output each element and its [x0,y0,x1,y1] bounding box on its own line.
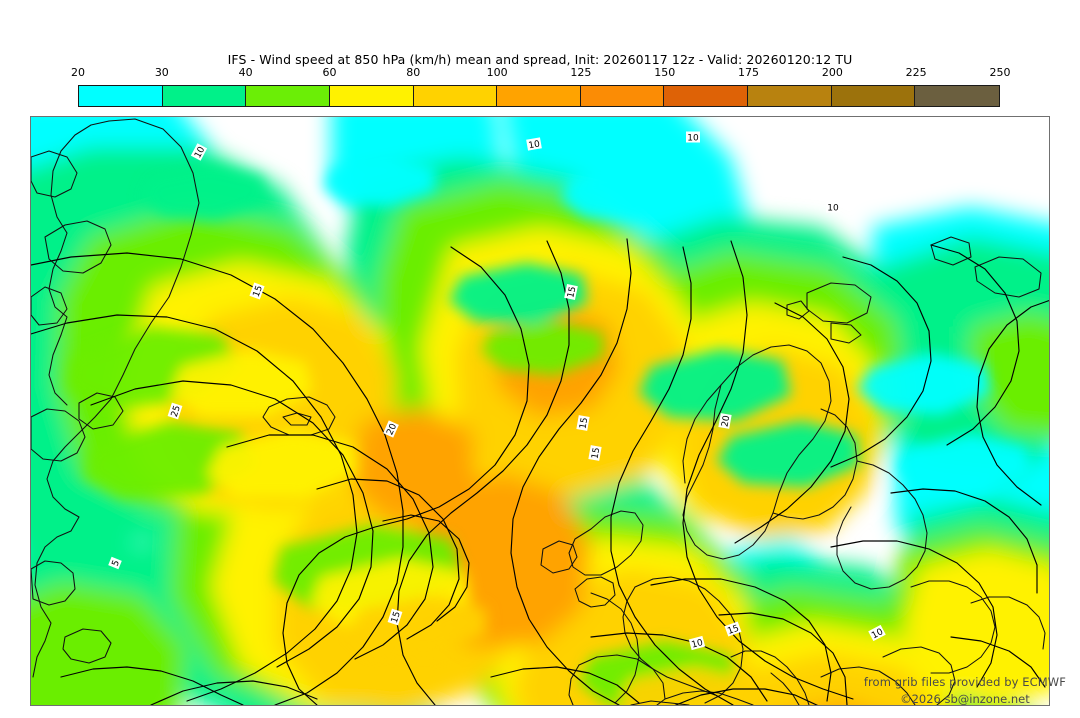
contour-label-bg [387,608,403,626]
contour-label: 15 [588,445,602,461]
contour-label-bg [564,284,578,300]
contour-label: 15 [249,282,265,300]
contour-label-text: 20 [720,414,732,427]
colorbar-segment-2 [246,86,330,106]
field-region-54 [353,407,479,523]
contour-label-bg [383,420,399,438]
colorbar-tick-20: 20 [71,66,85,79]
contour-label: 15 [576,415,590,431]
spread-contours [31,238,1049,705]
field-detail-9 [857,353,991,415]
contour-label-bg [190,143,208,161]
map-field-svg: 10 10 10 10 15 15 20 15 25 20 15 5 15 15 10 10 [31,117,1049,705]
colorbar-segment-9 [831,86,916,106]
contour-label-text: 15 [590,447,602,460]
colorbar-segment-7 [664,86,748,106]
colorbar-tick-175: 175 [738,66,760,79]
contour-label-bg [686,131,700,143]
contour-label: 25 [167,402,183,420]
contour-label-bg [249,282,265,300]
field-detail-15 [561,165,685,221]
contour-label-text: 10 [528,139,541,151]
colorbar-segment-8 [748,86,832,106]
contour-label-text: 15 [566,286,578,299]
colorbar-tick-40: 40 [238,66,253,79]
field-region-41 [903,549,1049,705]
contour-label-bg [826,201,840,213]
contour-label-bg [688,635,706,651]
field-detail-16 [323,155,435,207]
contour-label: 15 [564,284,578,300]
contour-label-text: 5 [111,559,122,568]
colorbar-segment-10 [915,86,999,106]
contour-label-bg [108,556,122,570]
colorbar-tick-80: 80 [406,66,421,79]
field-region-34 [971,312,1049,436]
contour-label-text: 25 [170,404,183,418]
contour-label-bg [167,402,183,420]
contour-label: 20 [383,420,399,438]
colorbar-segment-3 [329,86,414,106]
colorbar-segment-0 [79,86,163,106]
colorbar-strip [78,85,1000,107]
contour-label: 10 [686,131,700,143]
contour-label: 10 [826,201,840,213]
contour-label-text: 20 [385,422,399,437]
colorbar-tick-30: 30 [154,66,169,79]
contour-label-bg [588,445,602,461]
contour-label-text: 10 [193,145,207,160]
contour-label-text: 15 [726,624,740,637]
map-canvas[interactable]: 10 10 10 10 15 15 20 15 25 20 15 5 15 15 10 10 [30,116,1050,706]
colorbar-tick-60: 60 [322,66,337,79]
field-detail-3 [207,429,357,499]
contour-label-bg [724,621,742,637]
colorbar-segment-5 [497,86,581,106]
colorbar-tick-labels: 20 30 40 60 80 100 125 150 175 200 225 250 [71,66,1011,82]
field-detail-13 [449,263,587,325]
contour-labels: 10 10 10 10 15 15 20 15 25 20 15 5 15 15 10 10 [108,131,886,651]
contour-label: 15 [724,621,742,637]
contour-label: 10 [526,137,542,151]
shaded-wind-field-detail [67,155,1031,705]
contour-label-text: 10 [687,133,699,143]
contour-label-bg [868,624,886,642]
contour-label-text: 10 [870,627,885,641]
field-detail-14 [481,321,603,375]
contour-label: 20 [718,413,732,429]
colorbar: 20 30 40 60 80 100 125 150 175 200 225 250 [71,66,1011,107]
contour-label-text: 15 [390,610,403,624]
contour-label-text: 10 [827,203,839,213]
colorbar-tick-200: 200 [821,66,843,79]
field-detail-7 [639,349,791,421]
page-title: IFS - Wind speed at 850 hPa (km/h) mean … [227,52,853,67]
contour-label: 10 [190,143,208,161]
colorbar-segment-4 [413,86,498,106]
contour-label: 15 [387,608,403,626]
colorbar-tick-125: 125 [570,66,592,79]
colorbar-tick-250: 250 [989,66,1011,79]
contour-label-bg [576,415,590,431]
colorbar-tick-225: 225 [905,66,927,79]
contour-label: 10 [688,635,706,651]
contour-label: 10 [868,624,886,642]
contour-label-bg [718,413,732,429]
field-detail-10 [897,433,1031,495]
field-region-55 [828,702,852,705]
contour-label-text: 15 [252,284,265,298]
contour-label: 5 [108,556,122,570]
field-detail-17 [141,165,265,221]
contour-label-bg [526,137,542,151]
colorbar-segment-1 [162,86,247,106]
colorbar-segment-6 [580,86,665,106]
colorbar-tick-100: 100 [486,66,508,79]
contour-label-text: 10 [691,638,705,651]
colorbar-tick-150: 150 [654,66,676,79]
contour-label-text: 15 [578,417,590,430]
field-region-9 [426,117,501,167]
